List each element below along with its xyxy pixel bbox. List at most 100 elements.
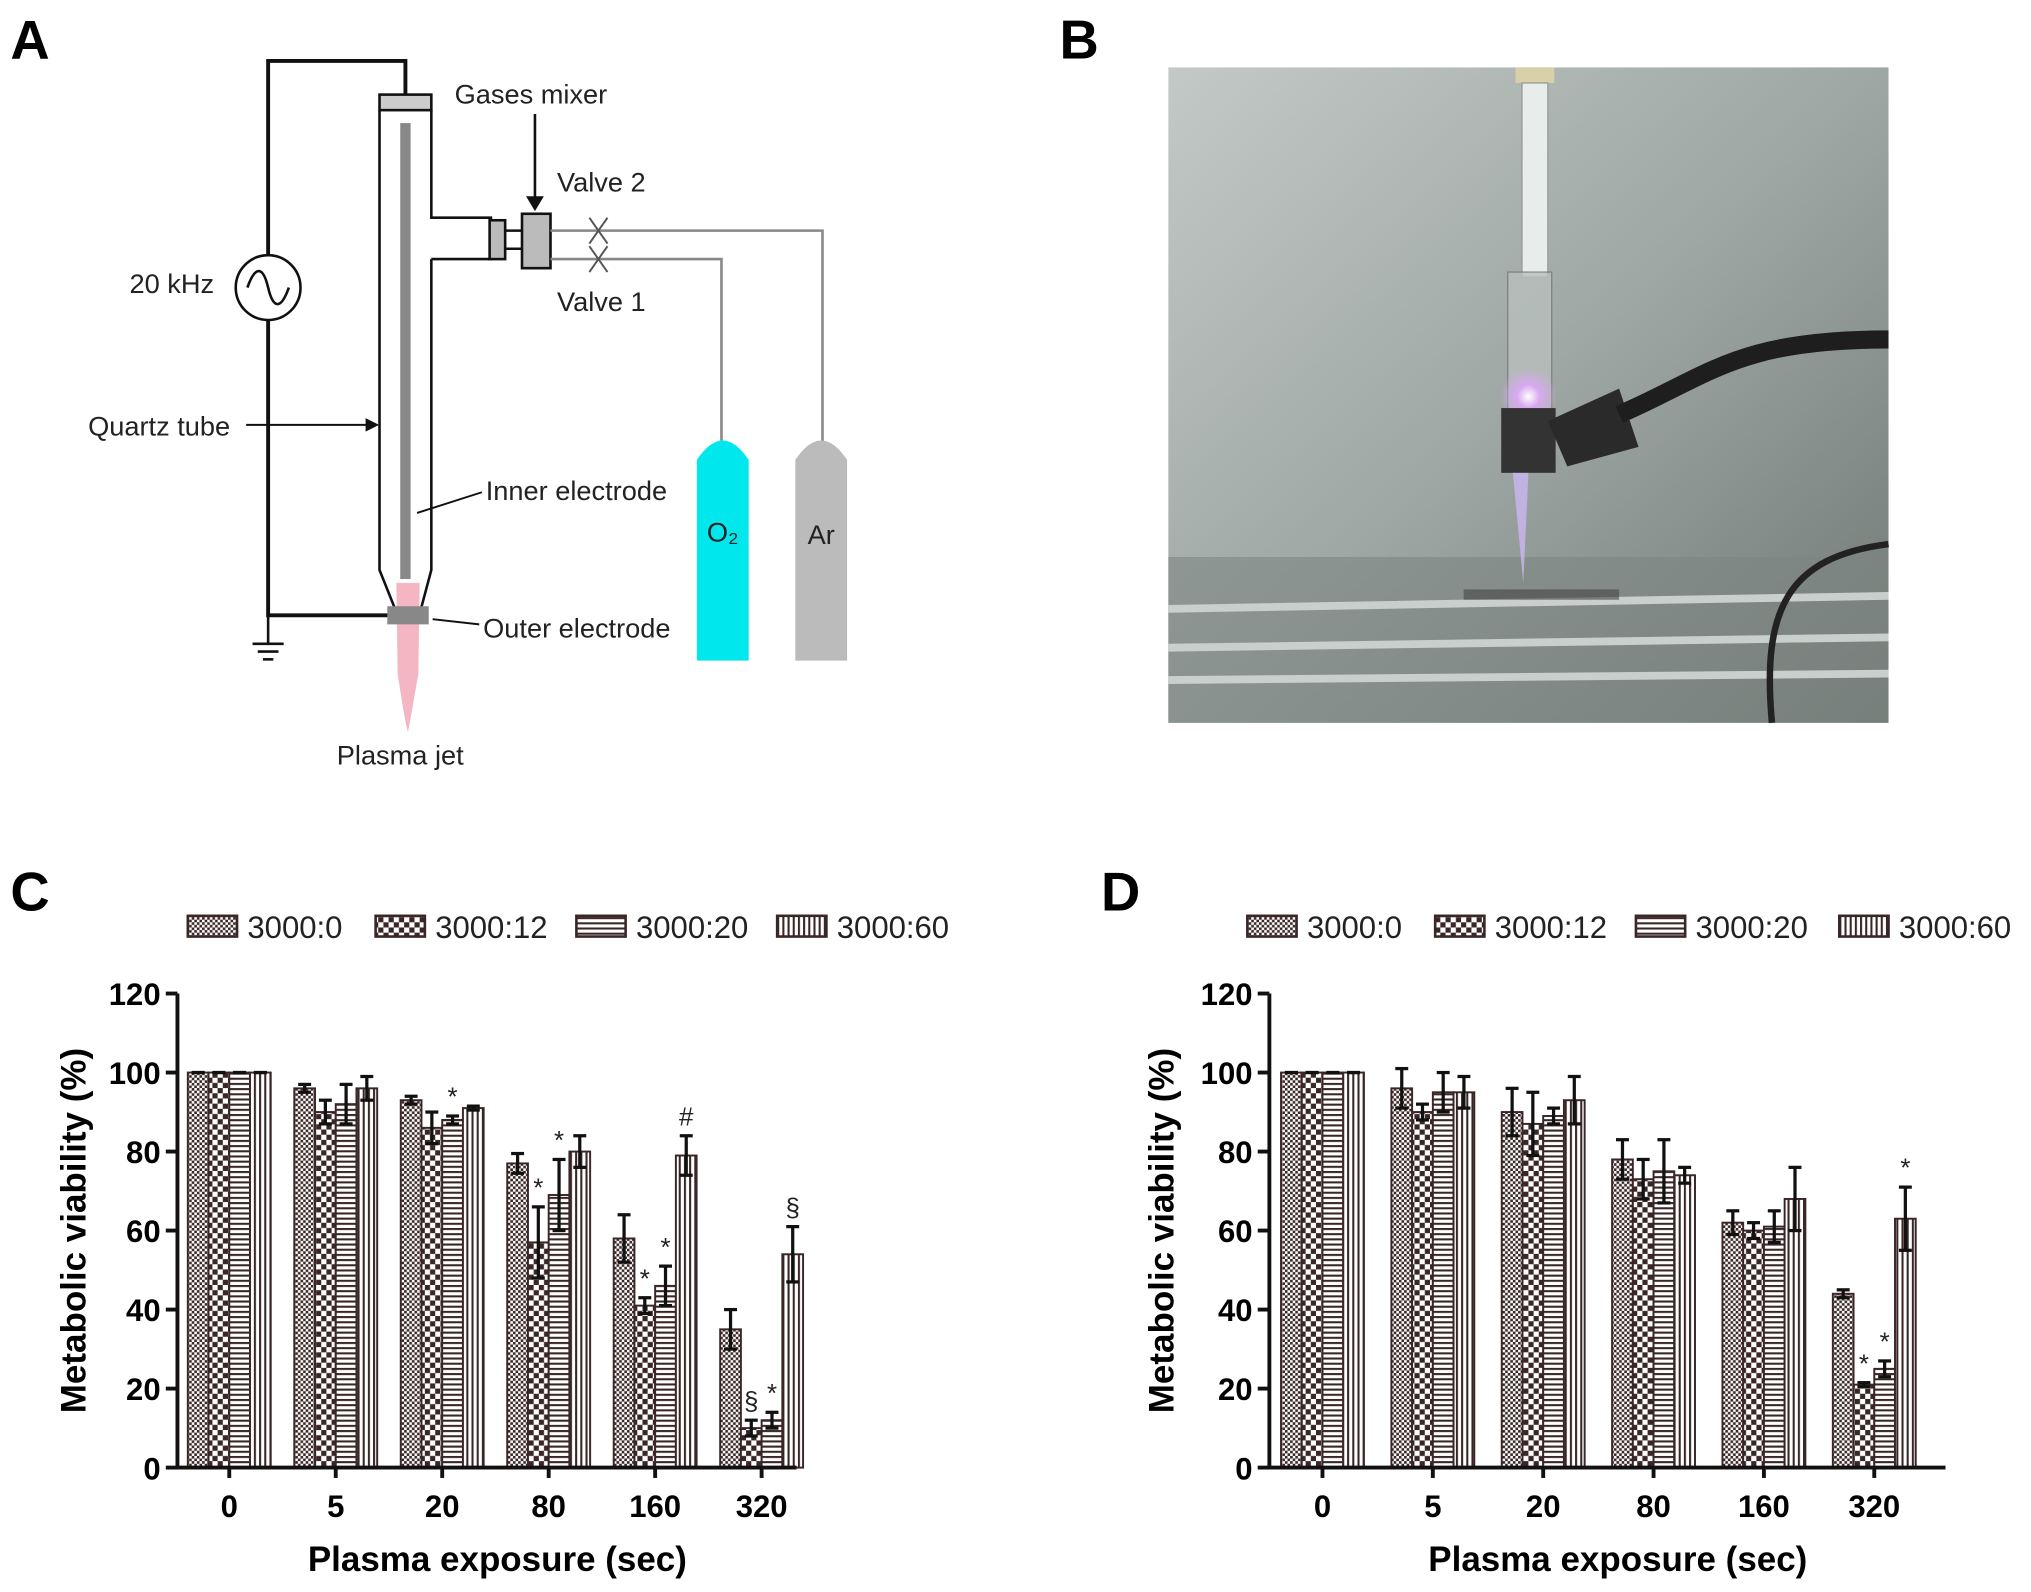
y-axis-label: Metabolic viability (%) [54,1048,93,1413]
label: Outer electrode [483,612,670,643]
annotation: * [448,1084,458,1112]
bar [547,1194,571,1469]
x-tick-label: 320 [736,1489,788,1524]
bar [420,1126,444,1469]
bar [1300,1071,1324,1469]
quartz-tube [378,110,493,610]
bar [461,1107,485,1469]
y-tick-label: 40 [126,1293,161,1328]
y-tick-label: 20 [126,1372,161,1407]
ar-line [550,229,824,447]
diagram [234,58,848,732]
x-tick-label: 20 [1526,1489,1561,1524]
gases-mixer [520,212,552,270]
bar [506,1162,529,1469]
bar [1852,1383,1876,1469]
bar [1542,1115,1565,1469]
ar-cylinder [795,440,848,661]
x-tick-label: 320 [1848,1489,1900,1524]
bar [293,1087,316,1469]
diagram-labels: Gases mixer Valve 2 20 kHz Valve 1 Quart… [88,79,835,771]
legend-label: 3000:60 [1899,910,2011,945]
chart: 3000:0 3000:12 * * § 3000:20 * * * * 3000:60 # § 0 20 4… [54,910,949,1579]
legend-swatch [775,914,828,938]
bar [1611,1158,1634,1469]
annotation: * [1900,1155,1910,1183]
x-tick-label: 20 [425,1489,460,1524]
tube-cap [378,93,433,112]
bar [781,1253,805,1469]
y-tick-label: 100 [109,1056,161,1091]
annotation: * [1880,1329,1890,1357]
y-tick-label: 0 [143,1451,160,1486]
bar [1521,1122,1545,1469]
bar [1783,1197,1807,1469]
label: Quartz tube [88,410,230,441]
bar [186,1071,210,1469]
bar [633,1304,657,1469]
panel-letter: D [1101,862,1140,923]
ground [252,615,284,661]
wire [266,58,408,256]
sine [246,269,291,306]
chart: 3000:0 3000:12 * 3000:20 * 3000:60 * 0 20 40 60 80 1… [1143,910,2012,1579]
label: Gases mixer [455,79,608,110]
valves [588,217,609,273]
bar [1280,1071,1303,1469]
legend-swatch [374,914,427,938]
x-tick-label: 5 [327,1489,344,1524]
legend-label: 3000:12 [435,910,547,945]
legend-label: 3000:20 [1696,910,1808,945]
y-tick-label: 0 [1235,1451,1252,1486]
inner-electrode [400,123,411,580]
y-tick-label: 60 [126,1214,161,1249]
x-tick-label: 160 [629,1489,681,1524]
bar [654,1284,677,1469]
bar [1562,1099,1586,1469]
bar [314,1111,337,1469]
y-axis-label: Metabolic viability (%) [1143,1048,1182,1413]
legend-swatch [1433,914,1486,938]
y-tick-label: 80 [126,1135,161,1170]
annotation: * [1859,1350,1869,1378]
annotation: * [554,1127,564,1155]
label: O₂ [707,516,739,547]
x-tick-label: 0 [1314,1489,1331,1524]
bar [674,1154,698,1469]
bar [1342,1071,1365,1469]
label: Plasma jet [337,739,464,770]
y-tick-label: 100 [1201,1056,1253,1091]
label: 20 kHz [130,268,215,299]
bar [1321,1071,1345,1469]
x-tick-label: 0 [221,1489,238,1524]
panel-letter: B [1060,9,1099,70]
bar [1500,1111,1524,1469]
x-axis-label: Plasma exposure (sec) [308,1540,687,1579]
bar [1762,1225,1786,1469]
y-tick-label: 120 [1201,977,1253,1012]
legend-label: 3000:20 [636,910,748,945]
x-tick-label: 5 [1424,1489,1441,1524]
connector [488,218,507,261]
label-arrows [246,418,483,626]
x-axis-label: Plasma exposure (sec) [1428,1540,1807,1579]
o2-line [550,257,723,441]
legend-swatch [1634,914,1687,938]
bar [249,1071,272,1469]
legend-label: 3000:0 [247,910,342,945]
legend-label: 3000:12 [1495,910,1607,945]
bar [612,1237,636,1469]
annotation: § [786,1194,800,1222]
bar [228,1071,251,1469]
wire [266,319,389,618]
annotation: * [640,1265,650,1293]
annotation: # [679,1103,694,1131]
legend-swatch [1838,914,1890,938]
legend-swatch [575,914,627,938]
legend-label: 3000:0 [1307,910,1402,945]
x-tick-label: 160 [1738,1489,1790,1524]
bar [399,1099,423,1469]
label: Valve 2 [557,167,646,198]
y-tick-label: 120 [109,977,161,1012]
